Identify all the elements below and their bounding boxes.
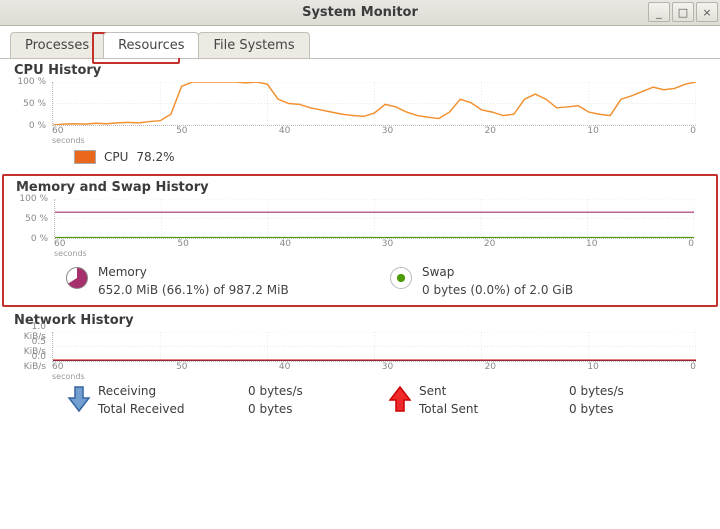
tab-bar: Processes Resources File Systems xyxy=(0,26,720,59)
swap-legend: Swap 0 bytes (0.0%) of 2.0 GiB xyxy=(390,265,704,297)
upload-arrow-icon xyxy=(385,384,415,414)
net-chart xyxy=(52,332,696,362)
cpu-legend-swatch xyxy=(74,150,96,164)
mem-y-axis-labels: 100 %50 %0 % xyxy=(16,199,52,239)
net-sent-value: 0 bytes/s xyxy=(569,384,689,398)
window-title: System Monitor xyxy=(302,5,418,20)
close-button[interactable]: × xyxy=(696,2,718,22)
net-receiving-value: 0 bytes/s xyxy=(248,384,368,398)
mem-x-axis-labels: 60seconds50403020100 xyxy=(16,239,704,259)
tab-filesystems[interactable]: File Systems xyxy=(198,32,309,58)
net-total-sent-value: 0 bytes xyxy=(569,402,689,416)
minimize-button[interactable]: _ xyxy=(648,2,670,22)
net-sent-legend: Sent 0 bytes/s Total Sent 0 bytes xyxy=(385,384,706,416)
cpu-legend: CPU 78.2% xyxy=(14,146,706,170)
window-titlebar: System Monitor _ □ × xyxy=(0,0,720,26)
net-receiving-label: Receiving xyxy=(98,384,238,398)
net-total-received-value: 0 bytes xyxy=(248,402,368,416)
net-y-axis-labels: 1.0 KiB/s0.5 KiB/s0.0 KiB/s xyxy=(14,332,50,362)
net-recv-legend: Receiving 0 bytes/s Total Received 0 byt… xyxy=(64,384,385,416)
swap-value: 0 bytes (0.0%) of 2.0 GiB xyxy=(422,283,573,297)
memory-value: 652.0 MiB (66.1%) of 987.2 MiB xyxy=(98,283,289,297)
memory-pie-icon xyxy=(66,267,88,289)
cpu-legend-value: 78.2% xyxy=(136,150,174,164)
network-history-section: Network History 1.0 KiB/s0.5 KiB/s0.0 Ki… xyxy=(0,309,720,418)
memory-swap-title: Memory and Swap History xyxy=(16,180,704,195)
tab-resources[interactable]: Resources xyxy=(103,32,199,58)
cpu-history-section: CPU History 100 %50 %0 % 60seconds504030… xyxy=(0,59,720,172)
maximize-button[interactable]: □ xyxy=(672,2,694,22)
memory-swap-section: Memory and Swap History 100 %50 %0 % 60s… xyxy=(2,174,718,307)
mem-chart xyxy=(54,199,694,239)
memory-label: Memory xyxy=(98,265,289,279)
cpu-legend-label: CPU xyxy=(104,150,128,164)
swap-pie-icon xyxy=(390,267,412,289)
cpu-history-title: CPU History xyxy=(14,63,706,78)
tab-processes[interactable]: Processes xyxy=(10,32,104,58)
cpu-x-axis-labels: 60seconds50403020100 xyxy=(14,126,706,146)
net-total-received-label: Total Received xyxy=(98,402,238,416)
net-x-axis-labels: 60seconds50403020100 xyxy=(14,362,706,382)
net-sent-label: Sent xyxy=(419,384,559,398)
download-arrow-icon xyxy=(64,384,94,414)
cpu-chart xyxy=(52,82,696,126)
network-history-title: Network History xyxy=(14,313,706,328)
cpu-y-axis-labels: 100 %50 %0 % xyxy=(14,82,50,126)
swap-label: Swap xyxy=(422,265,573,279)
net-total-sent-label: Total Sent xyxy=(419,402,559,416)
memory-legend: Memory 652.0 MiB (66.1%) of 987.2 MiB xyxy=(66,265,380,297)
